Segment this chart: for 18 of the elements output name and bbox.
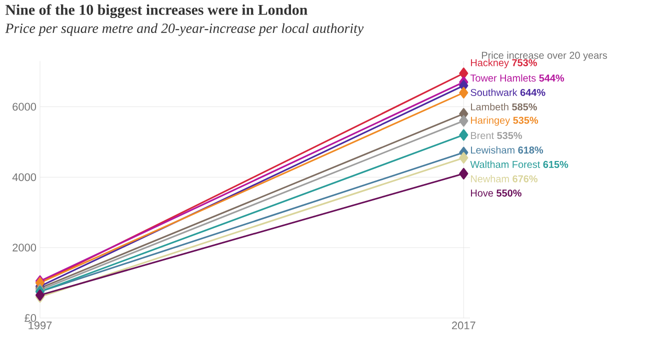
- series-label: Tower Hamlets 544%: [470, 74, 564, 82]
- y-tick-label: 6000: [12, 102, 36, 111]
- chart-subtitle: Price per square metre and 20-year-increase per local authority: [5, 23, 364, 36]
- text: Haringey 535%: [471, 116, 538, 126]
- y-tick-label: 4000: [12, 173, 36, 182]
- series-label: Southwark 644%: [470, 88, 546, 96]
- text: Waltham Forest 615%: [470, 160, 568, 168]
- y-tick-label: 2000: [12, 244, 36, 252]
- y-tick-label: £0: [24, 314, 36, 322]
- x-tick-label: 2017: [452, 322, 476, 330]
- series-label: Hackney 753%: [471, 58, 537, 68]
- series-label: Lewisham 618%: [471, 146, 544, 154]
- series-label: Brent 535%: [471, 132, 522, 140]
- series-label: Hove 550%: [471, 190, 522, 197]
- series-label: Newham 676%: [471, 175, 538, 182]
- series-label: Lambeth 585%: [471, 103, 537, 110]
- chart-title: Nine of the 10 biggest increases were in London: [5, 4, 308, 18]
- x-tick-label: 1997: [28, 322, 52, 330]
